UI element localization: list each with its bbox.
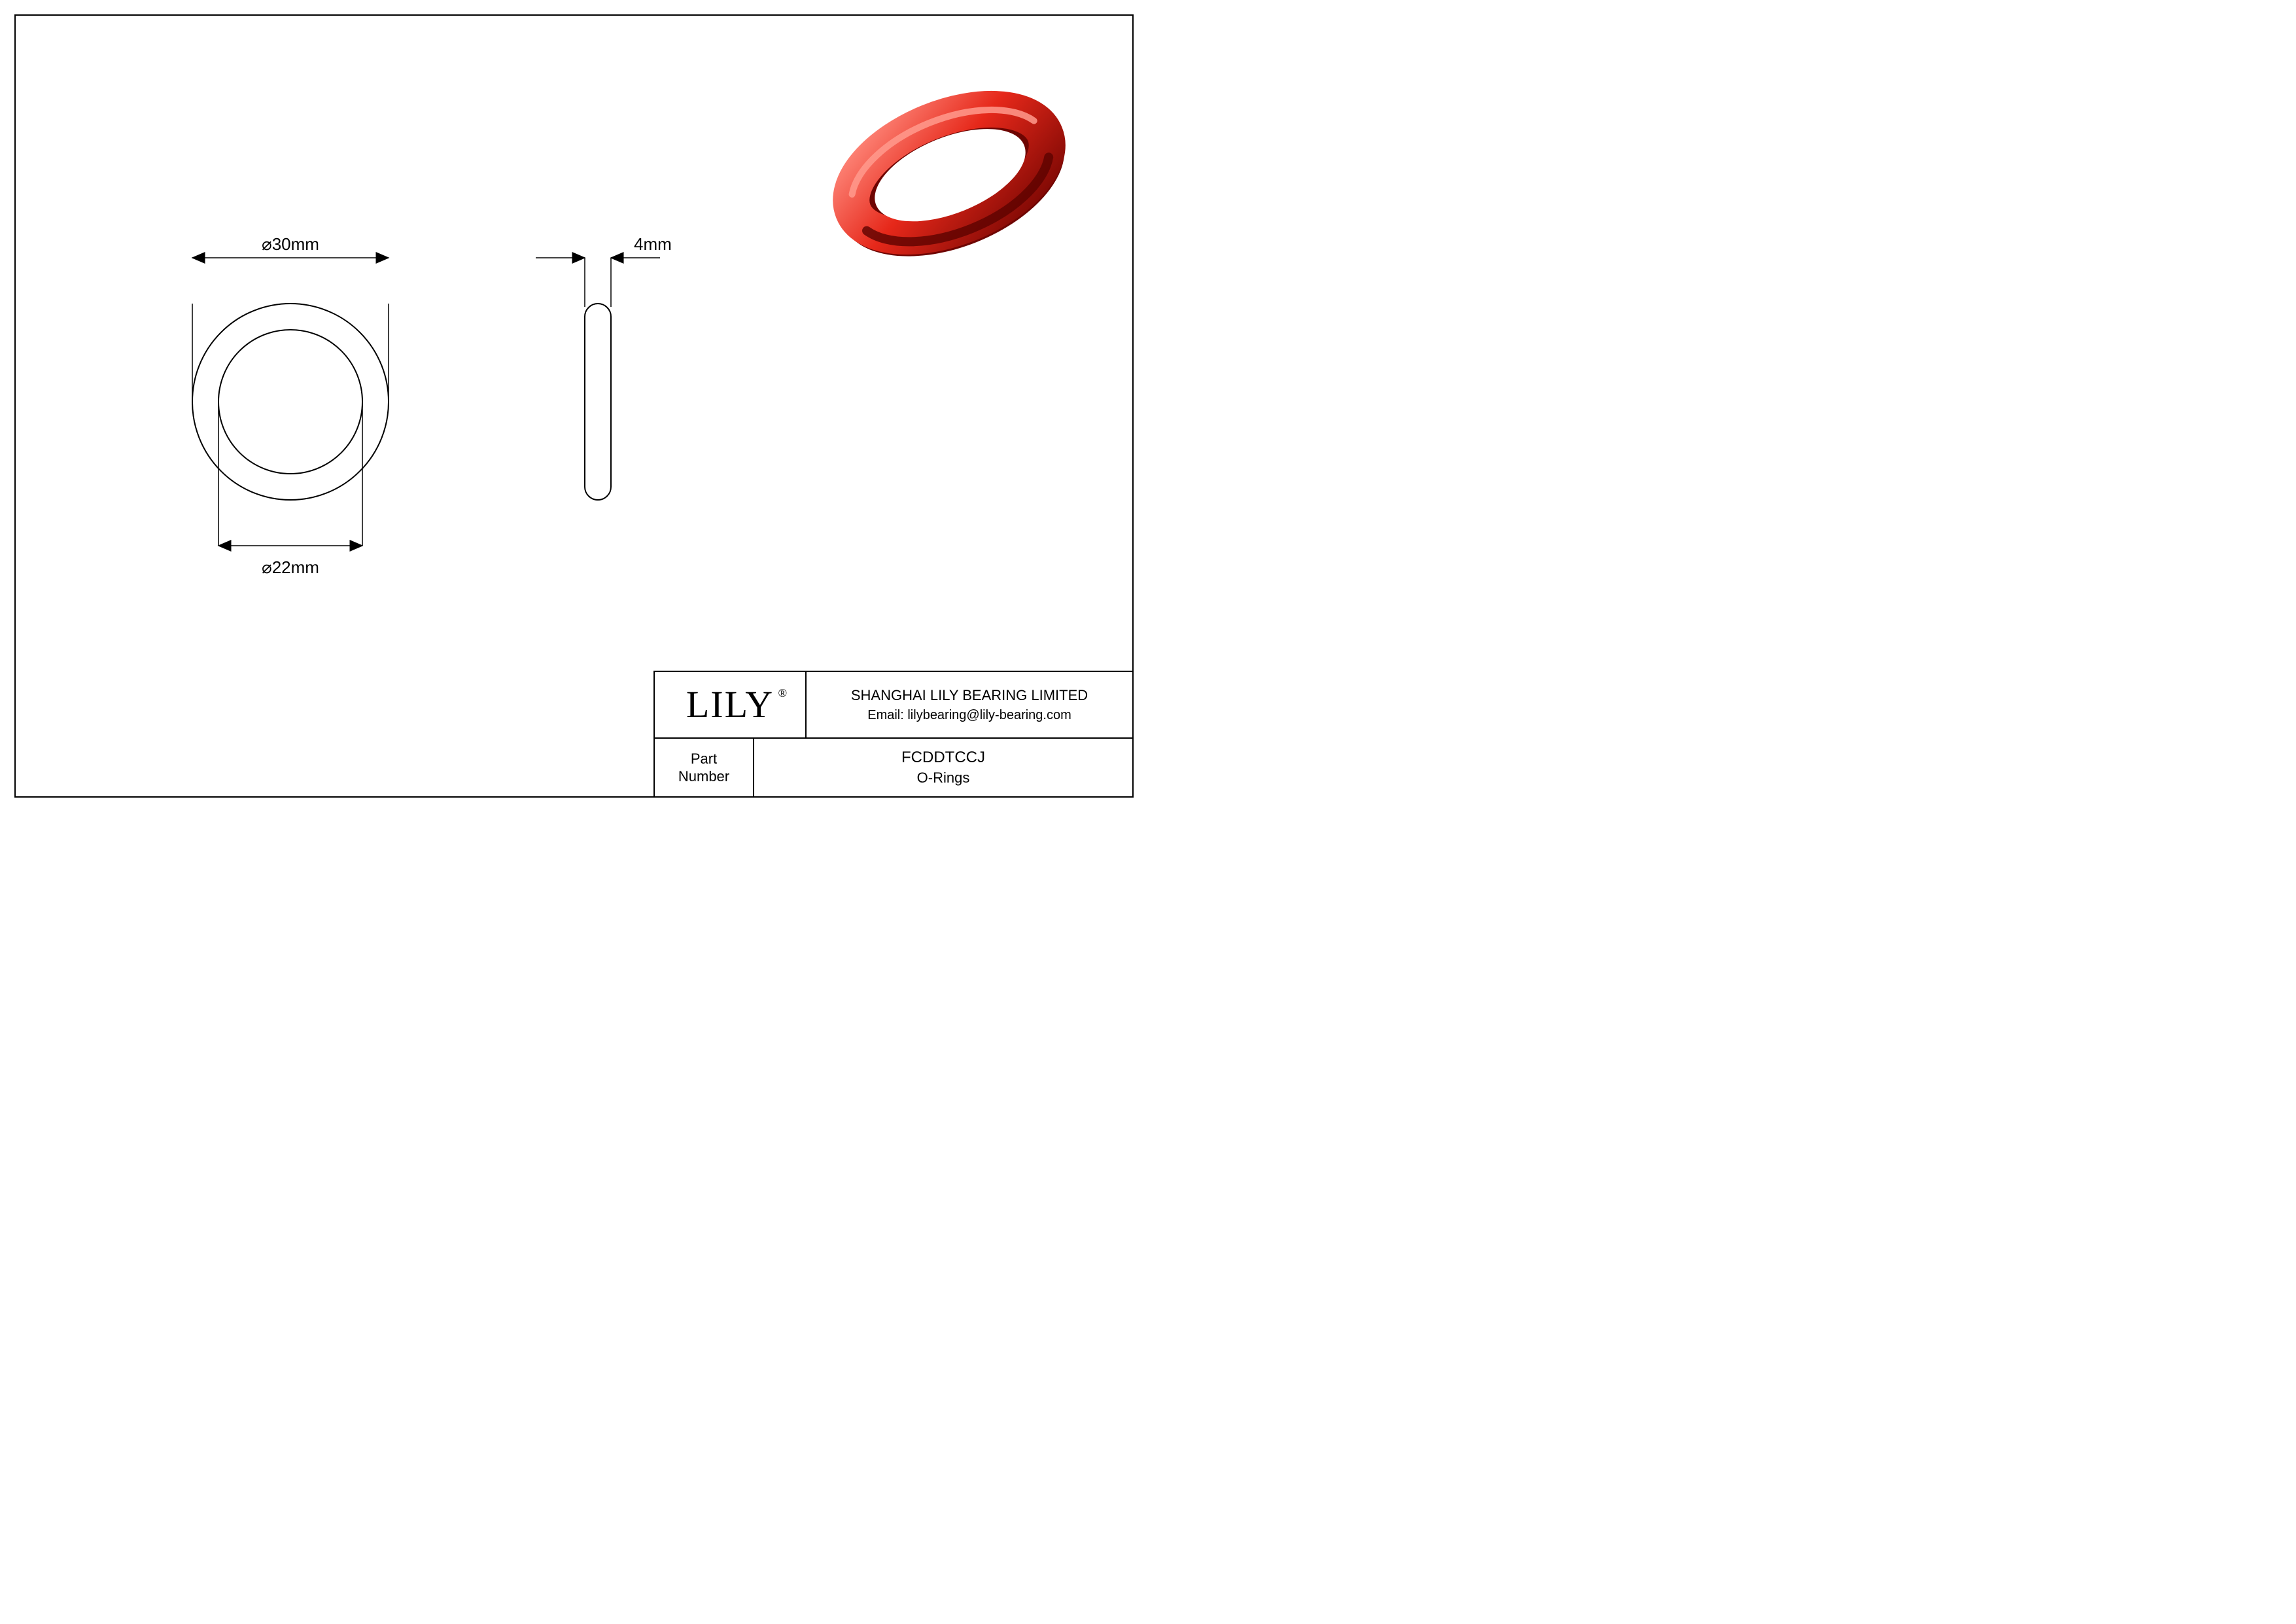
registered-mark-icon: ®	[778, 687, 788, 699]
part-number-label-cell: Part Number	[655, 737, 753, 796]
isometric-render	[779, 42, 1119, 317]
part-number-label: Part Number	[678, 750, 729, 786]
inner-diameter-label: ⌀22mm	[262, 557, 319, 577]
outer-diameter-circle	[192, 304, 389, 500]
thickness-label: 4mm	[634, 234, 672, 254]
email-label: Email:	[867, 708, 907, 722]
title-block: LILY ® SHANGHAI LILY BEARING LIMITED Ema…	[653, 671, 1132, 796]
logo-cell: LILY ®	[655, 672, 805, 737]
email-value: lilybearing@lily-bearing.com	[907, 708, 1071, 722]
drawing-sheet: ⌀30mm ⌀22mm	[0, 0, 1148, 812]
section-profile	[585, 304, 611, 500]
outer-diameter-label: ⌀30mm	[262, 234, 319, 254]
front-view: ⌀30mm ⌀22mm	[68, 133, 526, 670]
company-cell: SHANGHAI LILY BEARING LIMITED Email: lil…	[805, 672, 1132, 737]
part-number-cell: FCDDTCCJ O-Rings	[753, 737, 1132, 796]
company-name: SHANGHAI LILY BEARING LIMITED	[851, 687, 1088, 704]
part-number-value: FCDDTCCJ	[901, 749, 985, 767]
company-email: Email: lilybearing@lily-bearing.com	[867, 708, 1071, 723]
section-view: 4mm	[474, 133, 735, 670]
logo-word: LILY	[686, 683, 774, 726]
drawing-frame: ⌀30mm ⌀22mm	[14, 14, 1134, 798]
logo-text: LILY ®	[686, 686, 774, 724]
part-description: O-Rings	[917, 769, 970, 786]
inner-diameter-circle	[218, 330, 362, 474]
